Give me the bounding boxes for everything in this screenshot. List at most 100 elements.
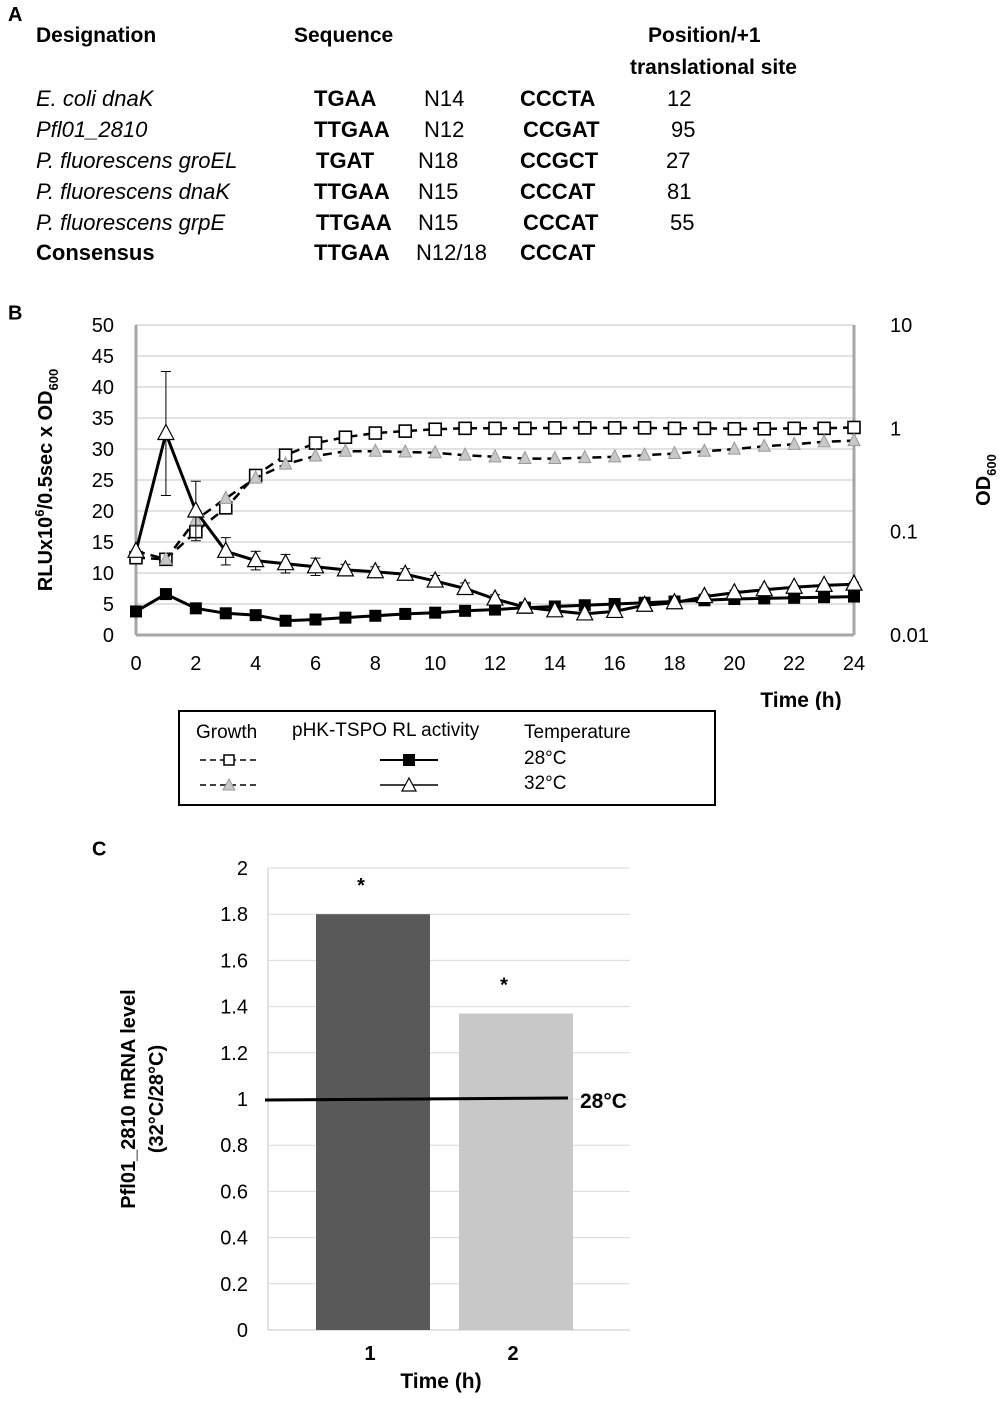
table-row-position: 27 — [666, 148, 691, 173]
data-point — [130, 605, 142, 618]
data-point — [126, 541, 146, 558]
significance-marker: * — [357, 875, 365, 897]
y-tick-label: 0 — [237, 1320, 248, 1342]
legend-temp-28: 28°C — [524, 748, 567, 769]
data-point — [695, 586, 714, 604]
table-row-designation: P. fluorescens groEL — [36, 148, 238, 173]
data-point — [727, 440, 742, 455]
x-tick-label: 16 — [604, 653, 626, 675]
chart-c: C 0 0.2 0.4 0.6 0.8 1 1.2 1.4 1.6 1.8 2 * 1 * 2 28°C Time… — [92, 840, 630, 1393]
table-row-box2: CCCAT — [523, 210, 599, 235]
table-row-box1: TTGAA — [314, 179, 390, 204]
y-tick-label-right: 10 — [890, 315, 912, 337]
table-row-box1: TGAA — [314, 86, 377, 111]
y-tick-label-left: 25 — [92, 470, 114, 492]
legend-growth-32-marker — [222, 777, 236, 791]
y-tick-label-right: 0.01 — [890, 625, 929, 647]
data-point — [488, 448, 502, 463]
table-row-box2: CCGCT — [520, 148, 599, 173]
data-point — [577, 449, 592, 464]
data-point — [396, 563, 415, 581]
legend-growth-header: Growth — [196, 722, 258, 743]
legend-activity-32-marker — [400, 776, 418, 792]
data-point — [515, 596, 534, 614]
position-header-line2: translational site — [630, 56, 797, 79]
table-row-box2: CCCTA — [520, 86, 596, 111]
data-point — [607, 448, 622, 463]
x-tick-label: 2 — [190, 653, 201, 675]
data-point — [159, 588, 172, 601]
data-point — [757, 421, 772, 436]
data-point — [665, 592, 684, 610]
legend-activity-28-marker — [403, 754, 415, 766]
data-point — [727, 421, 742, 436]
y-tick-label-left: 30 — [92, 439, 114, 461]
data-point — [635, 594, 654, 612]
table-row-designation: Consensus — [36, 240, 155, 265]
data-point — [787, 436, 801, 450]
designation-header: Designation — [36, 24, 157, 47]
data-point — [518, 421, 532, 436]
x-tick-label: 24 — [843, 653, 865, 675]
legend-symbols — [200, 754, 438, 792]
data-point — [428, 444, 442, 459]
data-point — [785, 576, 804, 594]
y-tick-label-left: 20 — [92, 501, 114, 523]
data-point — [667, 445, 682, 460]
table-row-position: 95 — [671, 117, 696, 142]
data-point — [308, 447, 323, 462]
data-point — [338, 443, 353, 457]
data-point — [489, 603, 501, 616]
x-tick-label: 22 — [783, 653, 805, 675]
table-row-designation: E. coli dnaK — [36, 86, 154, 111]
bar-2 — [459, 1013, 573, 1330]
y-tick-label: 0.6 — [220, 1181, 248, 1203]
y-tick-label-left: 0 — [103, 625, 114, 647]
x-tick-label: 8 — [370, 653, 381, 675]
data-point — [788, 591, 801, 604]
y-tick-label-left: 35 — [92, 408, 114, 430]
data-point — [339, 611, 352, 624]
data-point — [278, 456, 293, 470]
x-axis-title: Time (h) — [400, 1370, 481, 1393]
y-tick-label-left: 15 — [92, 532, 114, 554]
data-point — [369, 609, 382, 622]
data-point — [575, 603, 594, 621]
data-point — [845, 573, 863, 591]
legend-activity-header: pHK-TSPO RL activity — [292, 720, 480, 741]
data-point — [459, 604, 472, 617]
y-tick-label: 1.4 — [220, 997, 248, 1019]
y-tick-label: 0.2 — [220, 1274, 248, 1296]
y-tick-label: 1.6 — [220, 950, 248, 972]
x-tick-label: 18 — [663, 653, 685, 675]
table-row-designation: P. fluorescens grpE — [36, 210, 226, 235]
y-tick-label: 2 — [237, 858, 248, 880]
table-row-spacer: N12 — [424, 117, 465, 142]
data-point — [429, 606, 442, 619]
data-point — [605, 601, 624, 619]
table-row-spacer: N15 — [418, 210, 459, 235]
table-row-spacer: N14 — [424, 86, 465, 111]
data-point — [847, 432, 861, 447]
data-point — [548, 450, 562, 465]
y-tick-label-left: 45 — [92, 346, 114, 368]
data-point — [336, 559, 355, 577]
y-tick-label-right: 0.1 — [890, 522, 918, 544]
x-tick-label: 14 — [544, 653, 566, 675]
table-row-spacer: N15 — [418, 179, 459, 204]
data-point — [697, 443, 712, 457]
data-point — [276, 553, 295, 571]
data-point — [186, 500, 205, 518]
data-point — [399, 607, 412, 620]
data-point — [456, 578, 475, 596]
data-point — [338, 430, 353, 445]
y-axis-title-line2: (32°C/28°C) — [146, 1045, 168, 1153]
data-point — [426, 570, 445, 588]
y-tick-label-left: 40 — [92, 377, 114, 399]
panel-a-letter: A — [8, 4, 23, 26]
table-row-spacer: N18 — [418, 148, 459, 173]
data-point — [637, 421, 652, 435]
data-point — [159, 551, 173, 565]
x-tick-label: 1 — [364, 1343, 375, 1365]
